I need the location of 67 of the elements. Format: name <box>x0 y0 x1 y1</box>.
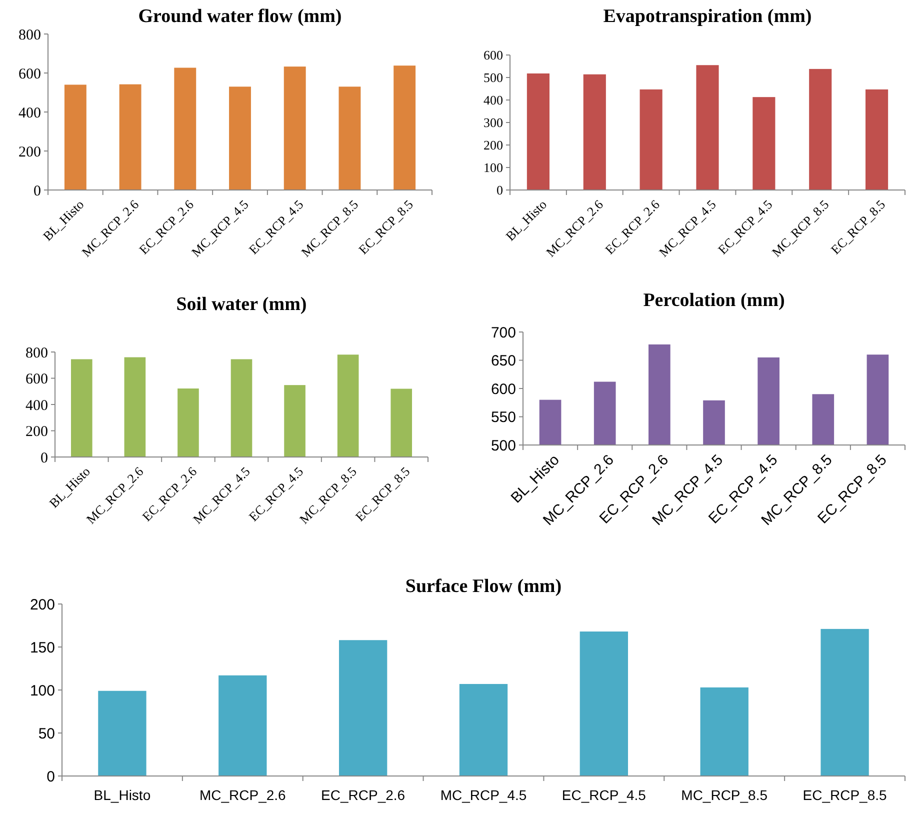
y-tick-label: 200 <box>18 144 41 160</box>
bar <box>178 388 199 457</box>
chart-title: Evapotranspiration (mm) <box>603 6 812 27</box>
bar <box>70 359 92 457</box>
bar <box>526 73 550 190</box>
y-tick-label: 0 <box>46 768 55 786</box>
chart-title: Ground water flow (mm) <box>138 6 342 27</box>
y-tick-label: 200 <box>26 424 48 440</box>
y-tick-label: 50 <box>38 725 55 742</box>
y-tick-label: 800 <box>18 27 41 44</box>
y-tick-label: 500 <box>490 437 516 454</box>
bar <box>752 97 776 190</box>
bar <box>338 86 361 190</box>
y-tick-label: 0 <box>496 182 503 198</box>
bar <box>230 359 252 457</box>
bar <box>394 66 416 190</box>
bar <box>218 675 267 776</box>
bar <box>866 89 888 190</box>
y-tick-label: 300 <box>484 115 503 130</box>
bar <box>124 357 146 457</box>
y-tick-label: 200 <box>484 138 503 153</box>
y-tick-label: 400 <box>26 398 48 414</box>
chart-title: Surface Flow (mm) <box>405 576 562 597</box>
bar <box>696 65 719 190</box>
bar <box>390 388 412 457</box>
y-tick-label: 500 <box>484 70 503 86</box>
x-tick-label: EC_RCP_2.6 <box>321 787 406 803</box>
x-tick-label: MC_RCP_8.5 <box>681 787 768 803</box>
bar <box>820 628 869 776</box>
y-tick-label: 600 <box>26 372 48 388</box>
y-tick-label: 200 <box>30 596 55 614</box>
x-tick-label: EC_RCP_4.5 <box>562 787 646 803</box>
chart-title: Percolation (mm) <box>643 290 785 311</box>
bar <box>174 68 196 190</box>
bar <box>338 640 388 776</box>
y-tick-label: 0 <box>40 450 48 466</box>
y-tick-label: 800 <box>26 345 48 362</box>
y-tick-label: 400 <box>484 92 503 108</box>
y-tick-label: 650 <box>490 352 516 370</box>
bar <box>119 84 142 190</box>
x-tick-label: MC_RCP_4.5 <box>440 787 527 803</box>
bar <box>284 385 306 457</box>
bar <box>809 68 832 190</box>
x-tick-label: EC_RCP_8.5 <box>802 787 888 803</box>
bar <box>337 354 359 457</box>
y-tick-label: 100 <box>30 682 55 700</box>
y-tick-label: 600 <box>18 66 41 82</box>
bar <box>640 89 662 190</box>
y-tick-label: 100 <box>484 160 503 176</box>
y-tick-label: 600 <box>484 48 503 63</box>
y-tick-label: 700 <box>490 324 516 342</box>
bar <box>580 632 628 776</box>
bar <box>583 74 606 190</box>
x-tick-label: BL_Histo <box>94 787 151 803</box>
bar <box>229 86 251 190</box>
y-tick-label: 150 <box>30 639 55 656</box>
y-tick-label: 0 <box>34 183 41 200</box>
bar <box>459 684 508 776</box>
bar <box>284 66 306 190</box>
y-tick-label: 550 <box>490 409 516 426</box>
y-tick-label: 600 <box>490 380 516 398</box>
bar <box>64 84 86 190</box>
chart-title: Soil water (mm) <box>176 294 307 315</box>
y-tick-label: 400 <box>18 105 41 122</box>
x-tick-label: MC_RCP_2.6 <box>199 787 286 803</box>
bar <box>98 690 146 776</box>
bar <box>700 687 748 776</box>
